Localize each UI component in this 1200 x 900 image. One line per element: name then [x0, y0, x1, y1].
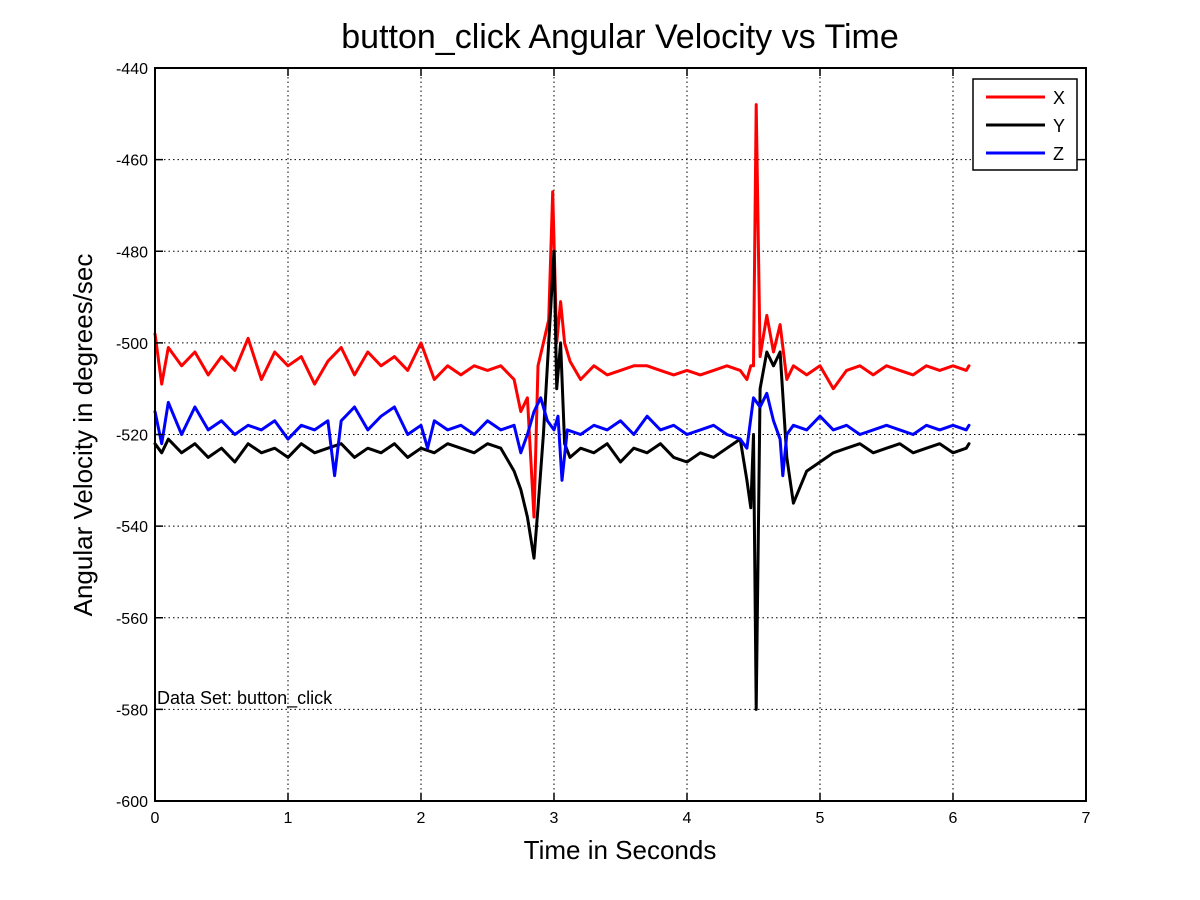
y-tick-labels: -600 -580 -560 -540 -520 -500 -480 -460 -440: [116, 61, 148, 811]
axis-ticks: [154, 67, 1087, 802]
legend: X Y Z: [972, 78, 1078, 171]
x-tick-label: 3: [550, 810, 559, 827]
y-axis-title: Angular Velocity in degrees/sec: [68, 254, 98, 617]
y-tick-label: -540: [116, 519, 148, 536]
series-line-z: [153, 391, 971, 482]
x-tick-label: 1: [284, 810, 293, 827]
y-tick-label: -560: [116, 611, 148, 628]
plot-area: [155, 68, 1086, 801]
legend-label-y: Y: [1053, 116, 1065, 136]
series-line-x: [153, 103, 971, 519]
dataset-annotation: Data Set: button_click: [157, 688, 333, 709]
x-tick-label: 7: [1082, 810, 1091, 827]
x-tick-label: 0: [151, 810, 160, 827]
y-tick-label: -460: [116, 153, 148, 170]
grid-lines: [155, 68, 1086, 801]
legend-label-z: Z: [1053, 144, 1064, 164]
legend-label-x: X: [1053, 88, 1065, 108]
x-axis-title: Time in Seconds: [524, 835, 717, 865]
y-tick-label: -520: [116, 428, 148, 445]
x-tick-labels: 0 1 2 3 4 5 6 7: [151, 810, 1091, 827]
chart-title: button_click Angular Velocity vs Time: [341, 18, 899, 56]
y-tick-label: -440: [116, 61, 148, 78]
x-tick-label: 6: [949, 810, 958, 827]
x-tick-label: 5: [816, 810, 825, 827]
y-tick-label: -480: [116, 244, 148, 261]
data-series: [153, 103, 971, 711]
y-tick-label: -500: [116, 336, 148, 353]
y-tick-label: -600: [116, 794, 148, 811]
y-tick-label: -580: [116, 702, 148, 719]
x-tick-label: 2: [417, 810, 426, 827]
x-tick-label: 4: [683, 810, 692, 827]
